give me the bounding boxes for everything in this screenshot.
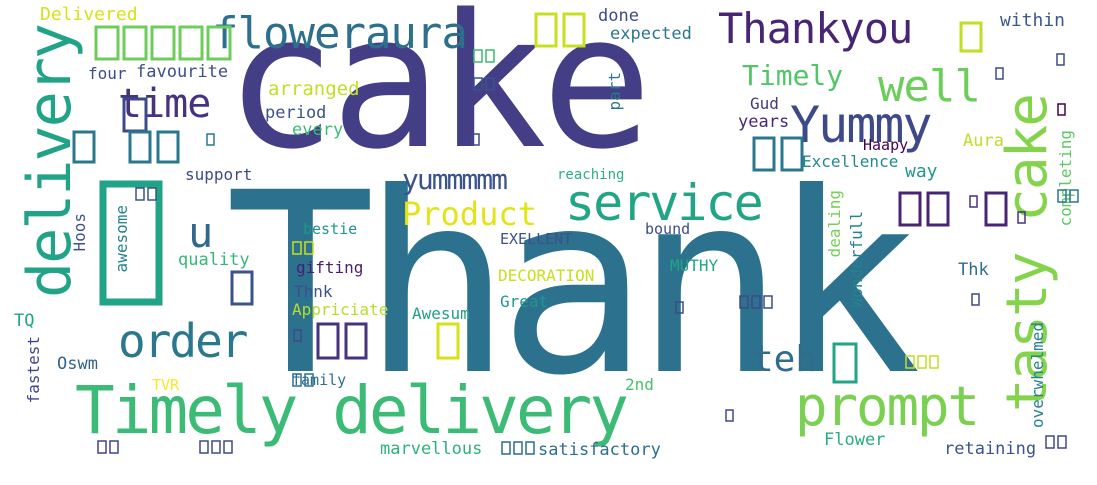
word-awesum: gifting bbox=[296, 258, 364, 277]
word-time: time bbox=[118, 81, 211, 127]
word-bound: Hoos bbox=[70, 213, 89, 252]
word-flower: Appriciate bbox=[292, 300, 389, 319]
word-gud: Gud bbox=[750, 94, 779, 113]
word-appriciate: DECORATION bbox=[498, 266, 595, 285]
word-way: Haapy bbox=[863, 136, 909, 154]
word-timely-delivery: Timely delivery bbox=[75, 372, 629, 449]
word-reaching: completing bbox=[1056, 130, 1075, 227]
word-support: way bbox=[905, 161, 938, 182]
word-gifting: dealing bbox=[825, 190, 844, 258]
word-period: period bbox=[265, 103, 327, 123]
word-bestie: support bbox=[185, 165, 253, 184]
word-years: years bbox=[738, 112, 790, 132]
word-marvellous: TQ bbox=[14, 311, 35, 331]
word-2nd: Awesum bbox=[412, 304, 470, 323]
word-exellent: reaching bbox=[557, 167, 625, 183]
word-service: service bbox=[565, 174, 764, 232]
word-delivered: Delivered bbox=[40, 4, 138, 25]
word-family: Thnk bbox=[294, 282, 333, 301]
word-hoos: TVR bbox=[152, 376, 180, 394]
word-expected: expected bbox=[610, 24, 692, 44]
word-thank: Thank bbox=[225, 139, 922, 430]
word-fastest: retaining bbox=[944, 439, 1037, 459]
word-delivery: delivery bbox=[15, 25, 85, 298]
word-excellence: part bbox=[605, 72, 624, 111]
word-retaining: overwhelmed bbox=[1028, 322, 1047, 428]
word-tvr: Great bbox=[500, 292, 549, 311]
word-every: every bbox=[292, 120, 344, 140]
word-favourite: favourite bbox=[136, 62, 229, 82]
word-yummmmm: yummmmm bbox=[402, 163, 508, 196]
word-muthy: bestie bbox=[303, 220, 358, 238]
word-four: four bbox=[88, 64, 127, 83]
word-part: family bbox=[292, 371, 347, 389]
word-satisfactory: Oswm bbox=[57, 354, 98, 374]
word-u: u bbox=[188, 208, 214, 257]
word-arranged: arranged bbox=[268, 78, 360, 100]
word-teh: teh bbox=[752, 339, 818, 380]
word-within: within bbox=[1000, 10, 1066, 31]
word-order: order bbox=[118, 314, 248, 368]
word-quality: awesome bbox=[112, 205, 131, 273]
word-thnk: bound bbox=[645, 220, 691, 238]
word-haapy: Excellence bbox=[802, 152, 899, 171]
word-thk: EXELLENT bbox=[500, 230, 573, 248]
word-wonderfull: marvellous bbox=[380, 439, 483, 459]
word-overwhelmed: satisfactory bbox=[538, 440, 661, 460]
word-completing: fastest bbox=[24, 336, 43, 404]
word-decoration: Wonderfull bbox=[847, 211, 866, 308]
word-yummy: Yummy bbox=[790, 96, 933, 154]
word-thankyou: Thankyou bbox=[718, 4, 913, 53]
word-floweraura: floweraura bbox=[212, 8, 468, 59]
word-timely: Timely bbox=[742, 59, 844, 92]
word-awesome: 2nd bbox=[625, 375, 654, 394]
word-prompt: prompt bbox=[795, 375, 980, 438]
word-tq: MUTHY bbox=[670, 256, 719, 275]
word-product: Product bbox=[402, 195, 537, 233]
word-great: quality bbox=[178, 250, 250, 270]
word-aura: Aura bbox=[963, 131, 1004, 151]
word-done: done bbox=[598, 6, 639, 26]
word-well: well bbox=[878, 61, 981, 112]
word-dealing: Flower bbox=[824, 430, 886, 450]
word-oswm: Thk bbox=[958, 260, 989, 280]
